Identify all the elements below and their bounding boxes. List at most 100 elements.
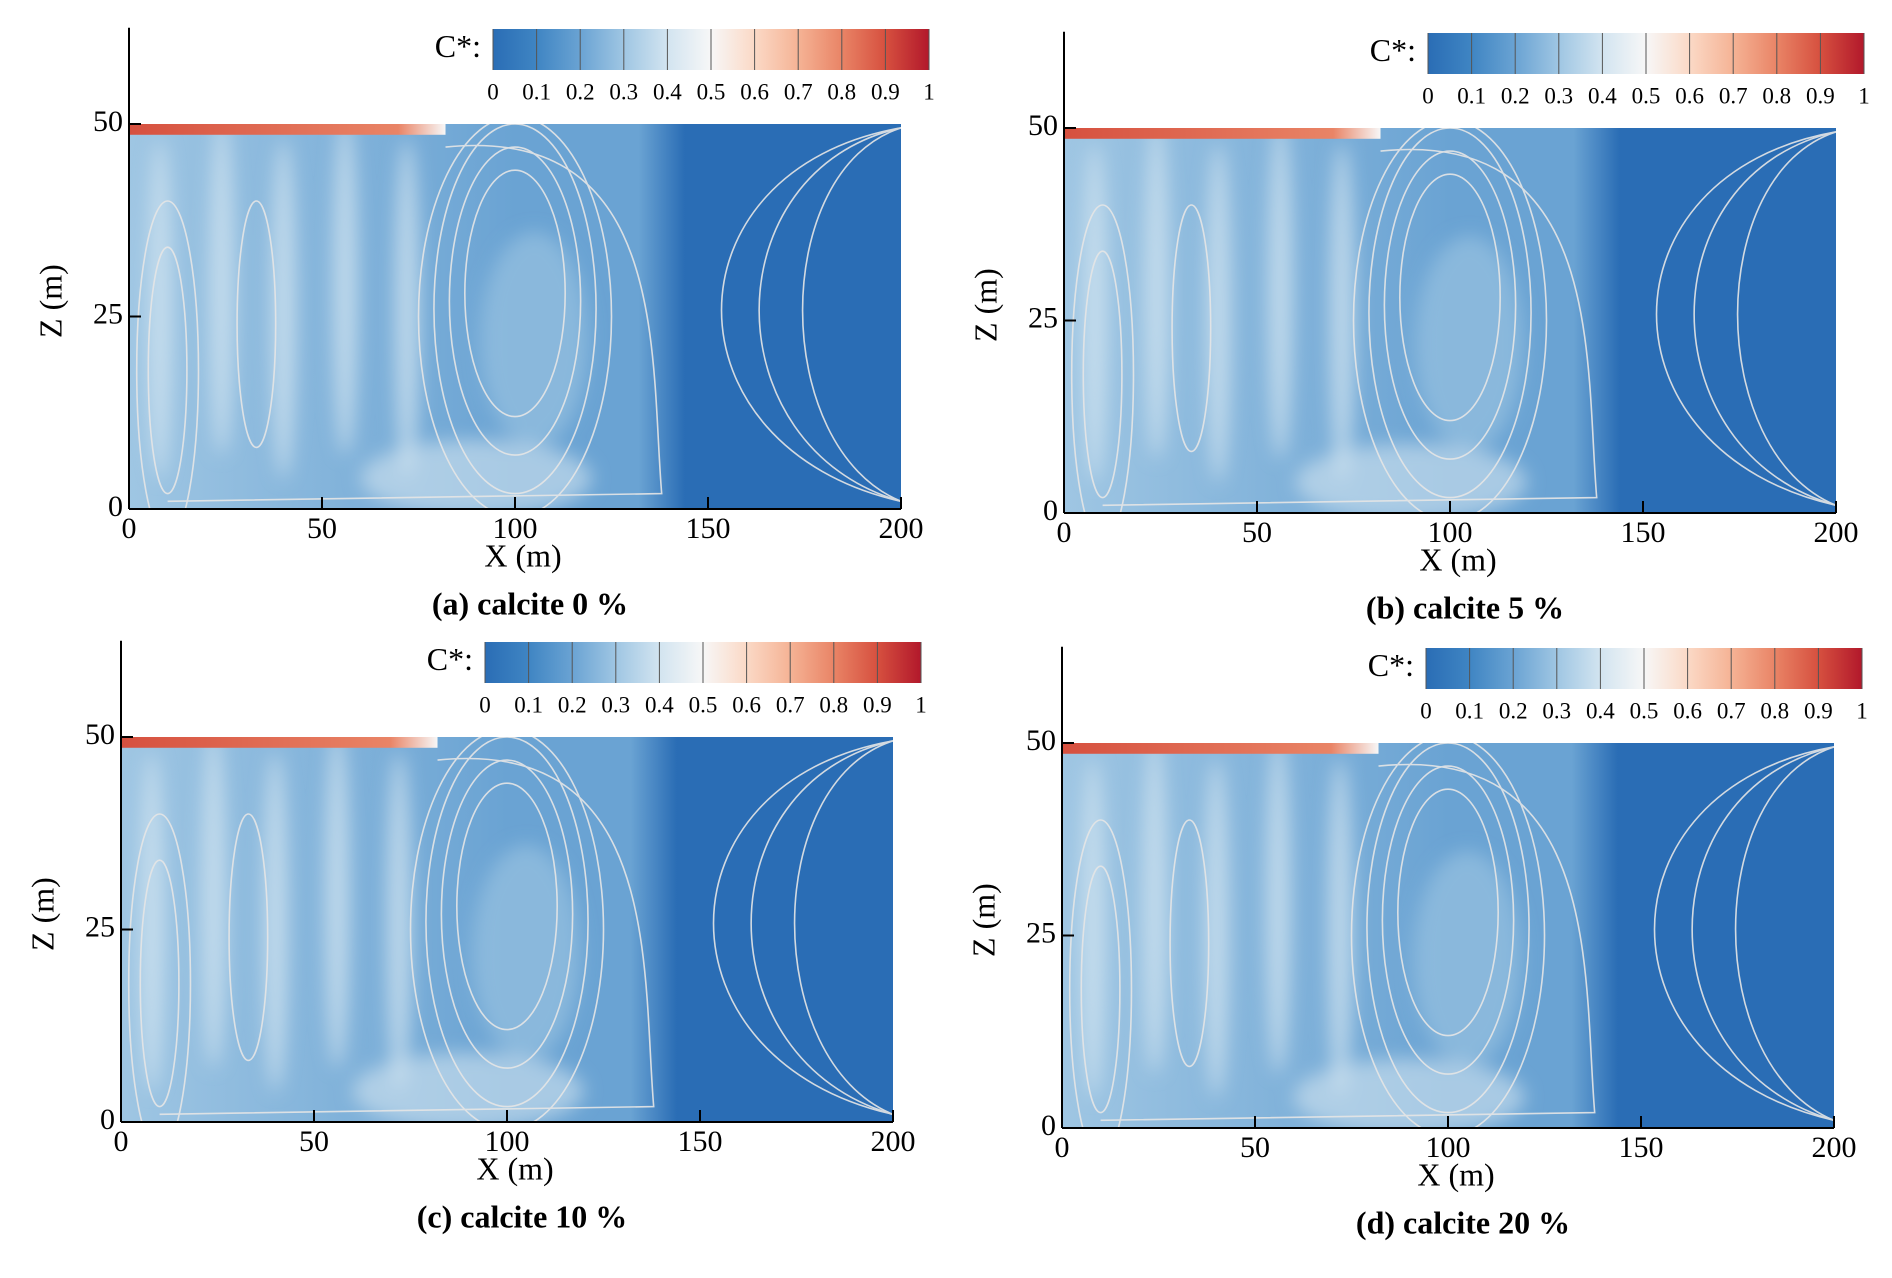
plume: [1080, 758, 1106, 1098]
streamline: [159, 757, 655, 1116]
streamline: [139, 859, 180, 1108]
colorbar-tick-label: 0.9: [871, 79, 900, 104]
colorbar-label: C*:: [1368, 647, 1414, 683]
x-tick-label: 0: [114, 1125, 129, 1158]
x-tick-label: 200: [871, 1125, 916, 1158]
streamlines: [135, 124, 901, 509]
streamline: [1366, 743, 1530, 1114]
colorbar-tick-label: 0: [1420, 698, 1432, 723]
streamline: [1397, 788, 1499, 1037]
colorbar-tick-label: 0.7: [776, 692, 805, 717]
colorbar-tick-label: 1: [915, 692, 927, 717]
colorbar-tick-label: 0.7: [1719, 83, 1748, 108]
x-axis-label: X (m): [476, 1150, 553, 1186]
x-axis-label: X (m): [1419, 541, 1496, 577]
y-tick-label: 50: [1026, 724, 1056, 757]
colorbar-tick-label: 1: [923, 79, 935, 104]
streamline: [440, 759, 574, 1069]
plume: [1144, 128, 1169, 460]
field-plumes: [139, 737, 585, 1122]
colorbar-tick-label: 0.2: [1501, 83, 1530, 108]
colorbar-tick-label: 0.3: [1542, 698, 1571, 723]
streamline: [1653, 746, 1834, 1122]
streamline: [1693, 131, 1836, 507]
field-plumes: [1082, 128, 1528, 513]
plume: [209, 124, 234, 456]
y-axis-label: Z (m): [24, 877, 60, 951]
streamline: [1383, 150, 1517, 460]
x-tick-label: 150: [686, 512, 731, 545]
colorbar-tick-label: 0.3: [1544, 83, 1573, 108]
x-tick-label: 50: [299, 1125, 329, 1158]
panel: 0 50 100 150 200 0 25 50 X (m) Z (m) (b) calcite 5…: [967, 31, 1870, 625]
concentration-field: [129, 124, 901, 509]
streamline: [1350, 743, 1546, 1128]
panel-title: (a) calcite 0 %: [432, 585, 628, 621]
colorbar-tick-label: 0.6: [740, 79, 769, 104]
plume: [1142, 743, 1167, 1075]
colorbar-tick-label: 0.2: [566, 79, 595, 104]
panel: 0 50 100 150 200 0 25 50 X (m) Z (m) (a) calcite 0…: [32, 27, 935, 621]
colorbar-tick-label: 0.1: [1457, 83, 1486, 108]
concentration-field: [121, 737, 893, 1122]
colorbar-tick-label: 0.2: [558, 692, 587, 717]
streamline: [1352, 128, 1548, 513]
colorbar-label: C*:: [427, 641, 473, 677]
plume: [1327, 758, 1353, 1098]
colorbar-tick-label: 0.1: [522, 79, 551, 104]
plume: [1204, 758, 1229, 1098]
colorbar-tick-label: 0.6: [1673, 698, 1702, 723]
x-tick-label: 150: [678, 1125, 723, 1158]
streamline: [1381, 765, 1515, 1075]
colorbar-tick-label: 0.4: [645, 692, 674, 717]
streamline: [1655, 131, 1836, 507]
y-tick-label: 50: [1028, 109, 1058, 142]
field-plumes: [1080, 743, 1526, 1128]
streamline: [1102, 148, 1598, 507]
streamline: [1082, 250, 1123, 499]
streamline: [1734, 746, 1834, 1122]
colorbar-tick-label: 0.9: [1804, 698, 1833, 723]
x-tick-label: 100: [485, 1125, 530, 1158]
plume: [324, 737, 350, 1069]
y-tick-label: 0: [1043, 494, 1058, 527]
plume: [480, 231, 589, 448]
x-tick-label: 100: [493, 512, 538, 545]
plume: [263, 752, 288, 1092]
streamline: [236, 200, 277, 449]
panel: 0 50 100 150 200 0 25 50 X (m) Z (m) (d) calcite 2…: [965, 646, 1868, 1240]
y-tick-label: 25: [1026, 916, 1056, 949]
colorbar-tick-label: 0.5: [1632, 83, 1661, 108]
streamline: [228, 813, 269, 1062]
plume: [1206, 143, 1231, 483]
streamline: [1068, 819, 1133, 1128]
y-tick-label: 0: [100, 1103, 115, 1136]
colorbar-tick-label: 0.9: [1806, 83, 1835, 108]
x-tick-label: 50: [307, 512, 337, 545]
streamline: [1100, 763, 1596, 1122]
field-plumes: [147, 124, 593, 509]
streamline: [409, 737, 605, 1122]
y-tick-label: 0: [108, 490, 123, 523]
streamline: [758, 127, 901, 503]
streamline: [1368, 128, 1532, 499]
x-tick-label: 0: [1057, 516, 1072, 549]
y-axis-label: Z (m): [967, 268, 1003, 342]
x-tick-label: 0: [122, 512, 137, 545]
colorbar-tick-label: 0.7: [1717, 698, 1746, 723]
colorbar-tick-label: 0.5: [1630, 698, 1659, 723]
colorbar-tick-label: 0.6: [1675, 83, 1704, 108]
streamline: [127, 813, 192, 1122]
colorbar-label: C*:: [1370, 32, 1416, 68]
streamline: [425, 737, 589, 1108]
top-boundary-layer: [1062, 743, 1379, 754]
streamline: [720, 127, 901, 503]
colorbar-tick-label: 0.5: [689, 692, 718, 717]
top-boundary-layer: [129, 124, 446, 135]
x-tick-label: 0: [1055, 1131, 1070, 1164]
streamline: [456, 782, 558, 1031]
streamline: [417, 124, 613, 509]
streamline: [1171, 204, 1212, 453]
panel-title: (b) calcite 5 %: [1366, 589, 1564, 625]
plume: [1415, 235, 1524, 452]
